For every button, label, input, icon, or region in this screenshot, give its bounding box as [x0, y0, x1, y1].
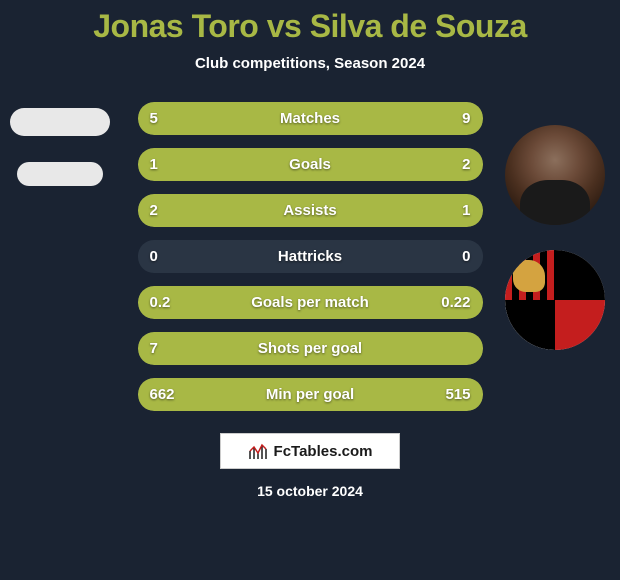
player-right-photo: [505, 125, 605, 225]
stat-label: Matches: [280, 110, 340, 127]
stat-value-left: 2: [150, 202, 158, 219]
stat-row: 0.2 Goals per match 0.22: [138, 286, 483, 319]
stat-label: Hattricks: [278, 248, 342, 265]
stat-row: 0 Hattricks 0: [138, 240, 483, 273]
stat-value-right: 9: [462, 110, 470, 127]
stat-value-left: 7: [150, 340, 158, 357]
stat-row: 1 Goals 2: [138, 148, 483, 181]
stat-value-left: 0.2: [150, 294, 171, 311]
stat-value-right: 0: [462, 248, 470, 265]
stat-value-right: 2: [462, 156, 470, 173]
stat-label: Assists: [283, 202, 336, 219]
badge-lion-icon: [513, 260, 545, 292]
stat-row: 5 Matches 9: [138, 102, 483, 135]
stat-value-right: 0.22: [441, 294, 470, 311]
stat-value-right: 515: [445, 386, 470, 403]
footer-logo[interactable]: FcTables.com: [220, 433, 400, 469]
page-title: Jonas Toro vs Silva de Souza: [93, 8, 527, 45]
player-left-photo: [10, 108, 110, 136]
stat-row: 2 Assists 1: [138, 194, 483, 227]
stat-row: 7 Shots per goal: [138, 332, 483, 365]
stat-value-right: 1: [462, 202, 470, 219]
player-left-column: [10, 108, 110, 218]
stat-value-left: 5: [150, 110, 158, 127]
stat-value-left: 0: [150, 248, 158, 265]
stat-row: 662 Min per goal 515: [138, 378, 483, 411]
stat-value-left: 1: [150, 156, 158, 173]
player-left-club-badge: [17, 162, 103, 186]
stat-value-left: 662: [150, 386, 175, 403]
stat-bar-right: [251, 148, 482, 181]
stat-label: Min per goal: [266, 386, 354, 403]
stat-label: Shots per goal: [258, 340, 362, 357]
player-right-club-badge: [505, 250, 605, 350]
fctables-icon: [248, 441, 268, 461]
stat-label: Goals per match: [251, 294, 369, 311]
footer-date: 15 october 2024: [257, 483, 363, 499]
stat-label: Goals: [289, 156, 331, 173]
page-subtitle: Club competitions, Season 2024: [195, 55, 425, 72]
footer-logo-text: FcTables.com: [274, 443, 373, 460]
stats-list: 5 Matches 9 1 Goals 2 2 Assists 1 0 Hattricks 0 0.2 G…: [138, 102, 483, 411]
player-right-column: [500, 125, 610, 350]
comparison-card: Jonas Toro vs Silva de Souza Club compet…: [0, 0, 620, 580]
badge-red-quarter: [555, 300, 605, 350]
